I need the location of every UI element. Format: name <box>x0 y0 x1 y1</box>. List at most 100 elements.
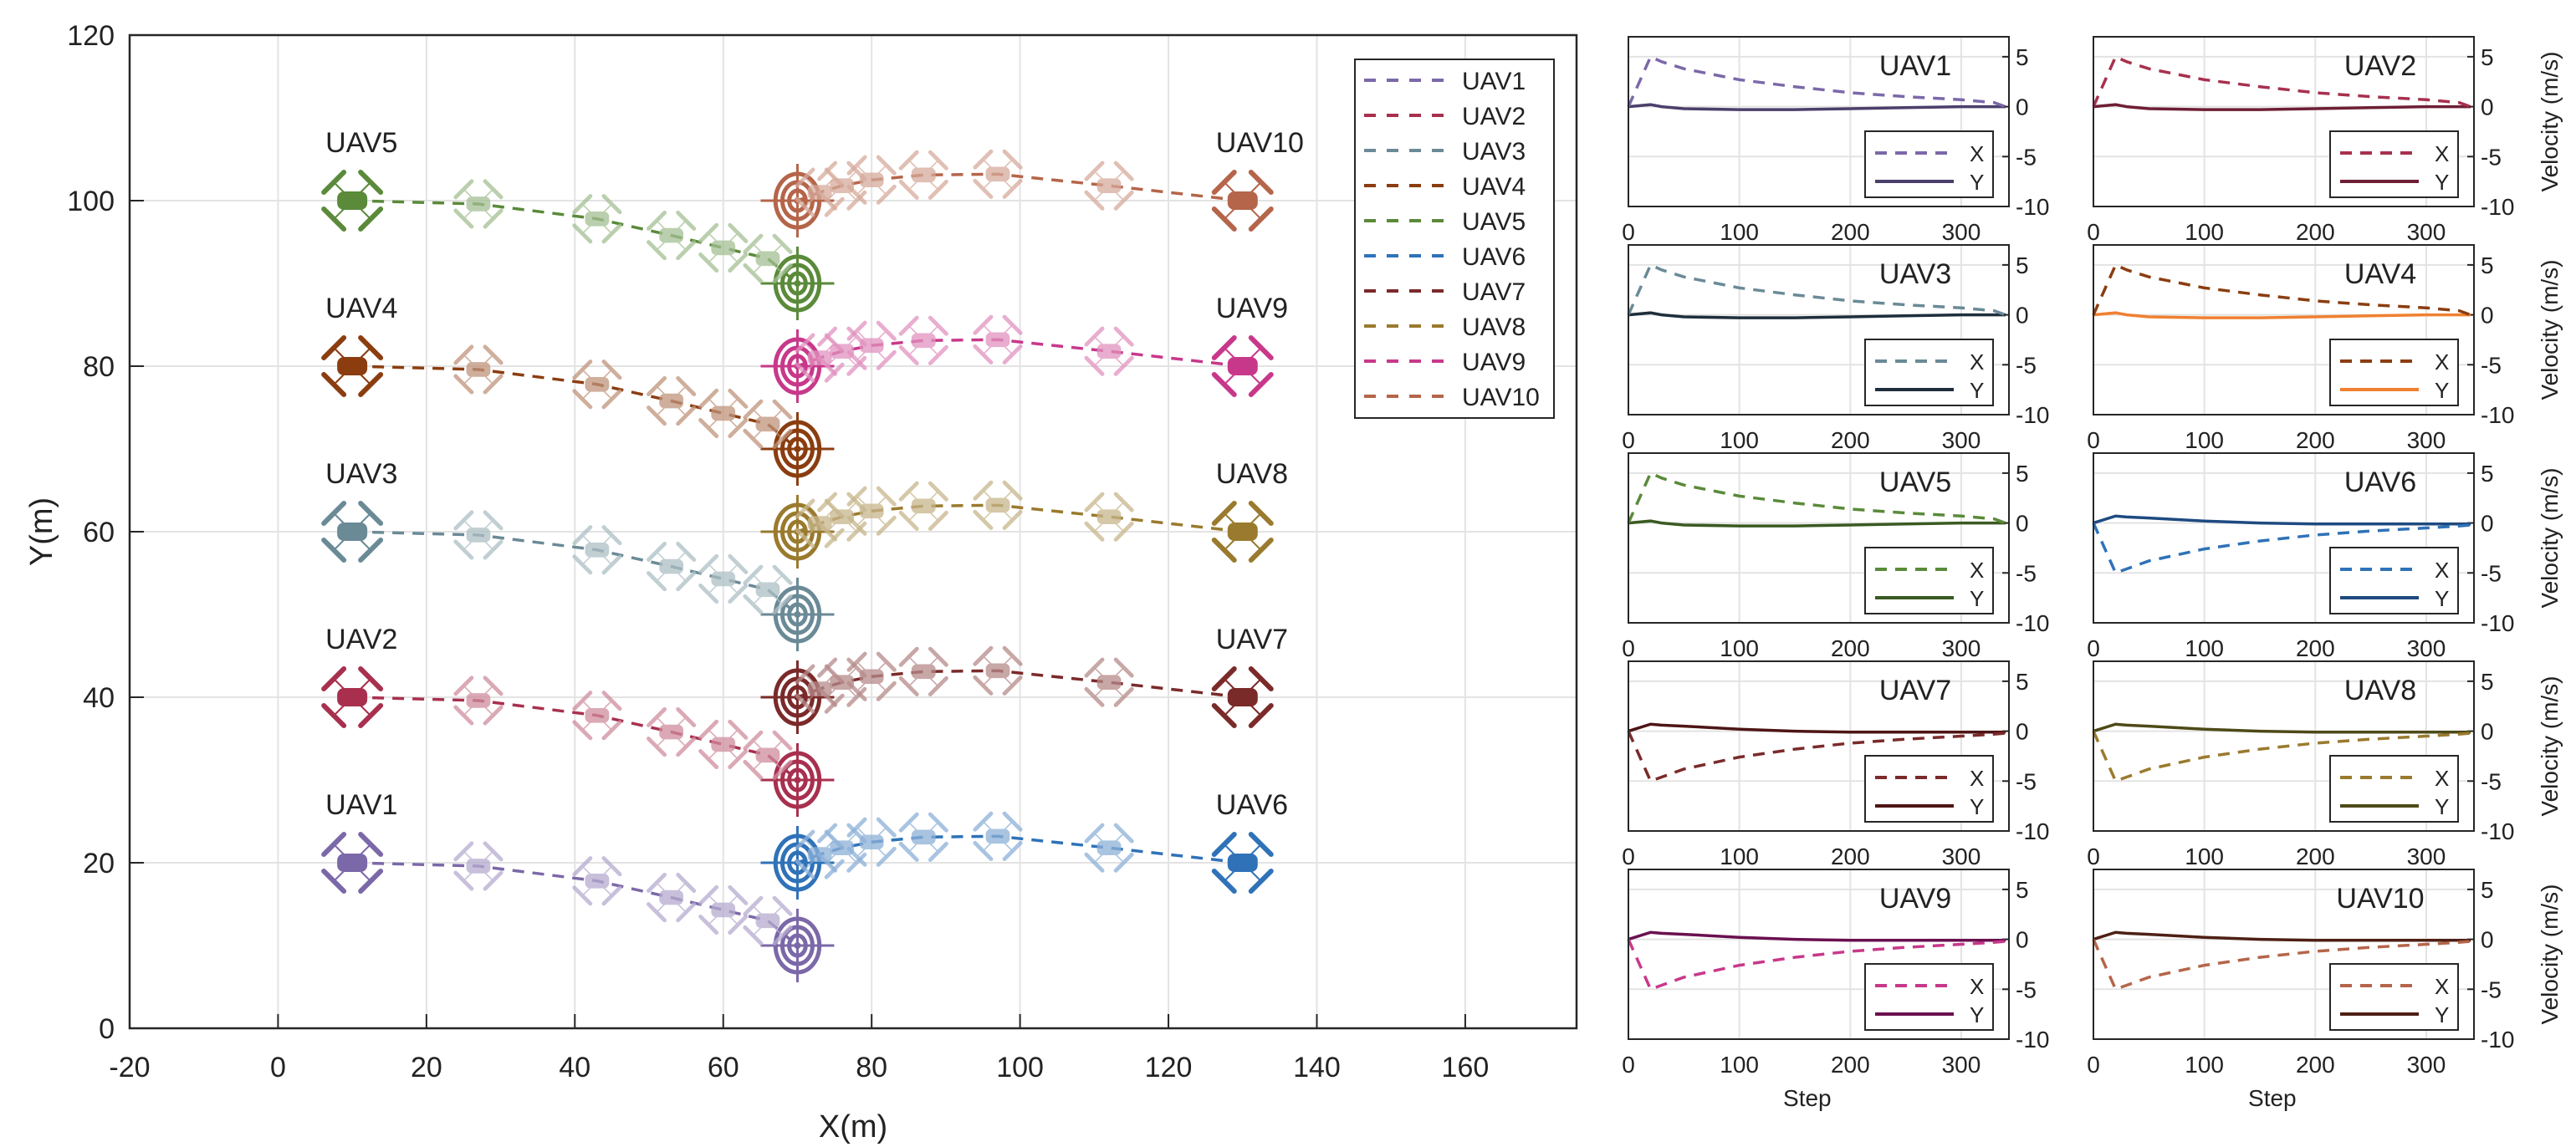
target-ring <box>773 171 822 230</box>
uav-trajectory-uav1: UAV1 <box>321 789 835 982</box>
subplot-title: UAV3 <box>1879 258 1951 290</box>
x-tick-label: 0 <box>2087 1052 2100 1078</box>
drone-rotor <box>1084 326 1105 347</box>
target-ring <box>779 428 815 470</box>
drone-body <box>911 333 936 349</box>
drone-rotor <box>601 856 622 877</box>
drone-rotor <box>1084 657 1105 678</box>
drone-rotor <box>973 149 994 170</box>
y-tick-label: -5 <box>2481 144 2502 170</box>
y-tick-label: -10 <box>2481 610 2514 636</box>
drone-icon <box>321 501 384 563</box>
drone-rotor <box>601 389 622 410</box>
y-tick-label: -5 <box>2016 768 2037 794</box>
velocity-y-line <box>1628 722 2006 734</box>
drone-rotor <box>572 554 593 575</box>
drone-rotor <box>728 252 749 273</box>
drone-rotor <box>772 564 793 585</box>
velocity-y-line <box>1628 930 2006 942</box>
drone-icon <box>698 553 749 604</box>
drone-icon <box>647 706 697 757</box>
drone-rotor <box>824 167 845 188</box>
y-tick-label: 40 <box>83 682 115 714</box>
drone-rotor <box>601 885 622 906</box>
drone-rotor <box>1002 675 1023 696</box>
y-tick-label: 5 <box>2016 877 2029 903</box>
drone-rotor <box>1002 314 1023 335</box>
drone-body <box>466 362 491 377</box>
drone-body <box>911 664 936 680</box>
drone-rotor <box>601 691 622 711</box>
drone-rotor <box>358 832 384 857</box>
x-tick-label: 200 <box>2296 844 2335 869</box>
drone-rotor <box>846 686 867 707</box>
subplot-frame <box>2093 869 2475 1040</box>
drone-rotor <box>898 344 919 365</box>
legend-label: UAV2 <box>1462 103 1526 130</box>
drone-icon <box>453 510 503 560</box>
legend-label: UAV3 <box>1462 138 1526 166</box>
y-tick-label: 0 <box>2481 94 2494 120</box>
target-center <box>794 446 801 452</box>
drone-rotor <box>698 388 719 409</box>
drone-rotor <box>928 315 948 336</box>
legend-label: UAV1 <box>1462 68 1526 95</box>
uav-trajectory-uav8: UAV8 <box>760 458 1288 568</box>
drone-rotor <box>743 759 764 780</box>
target-center <box>794 611 801 618</box>
drone-body <box>911 167 936 183</box>
drone-rotor <box>795 196 815 217</box>
drone-body <box>659 890 684 905</box>
drone-rotor <box>772 233 793 254</box>
drone-rotor <box>846 190 867 211</box>
drone-icon <box>321 335 384 397</box>
drone-rotor <box>728 418 749 439</box>
drone-icon <box>973 314 1023 364</box>
y-tick-label: 60 <box>83 517 115 548</box>
drone-icon <box>321 170 384 232</box>
drone-rotor <box>601 720 622 741</box>
legend-label-y: Y <box>1970 170 1984 195</box>
velocity-subplot-uav10: 0 100 200 300 5 0 -5 -10 UAV10 XY Velocity (m/s) St… <box>2087 869 2563 1111</box>
drone-rotor <box>698 418 719 439</box>
x-tick-label: 120 <box>1145 1052 1193 1083</box>
drone-rotor <box>898 675 919 696</box>
drone-rotor <box>728 915 749 935</box>
x-tick-label: 200 <box>2296 219 2335 245</box>
drone-rotor <box>358 538 384 563</box>
drone-rotor <box>647 375 667 396</box>
drone-body <box>466 196 491 212</box>
drone-rotor <box>321 170 347 195</box>
drone-rotor <box>647 706 667 727</box>
y-tick-label: 0 <box>2016 511 2029 537</box>
y-tick-label: -10 <box>2016 610 2049 636</box>
drone-body <box>659 724 684 740</box>
drone-rotor <box>1248 703 1274 728</box>
x-tick-label: 0 <box>2087 427 2100 453</box>
x-axis-label: Step <box>2248 1085 2297 1111</box>
y-tick-label: -10 <box>2481 1027 2514 1053</box>
drone-icon <box>846 651 897 701</box>
drone-rotor <box>876 846 897 867</box>
drone-icon <box>1084 161 1134 211</box>
drone-rotor <box>973 840 994 861</box>
drone-rotor <box>743 428 764 449</box>
x-tick-label: 0 <box>1622 1052 1635 1078</box>
drone-rotor <box>876 515 897 536</box>
drone-body <box>755 251 780 267</box>
velocity-subplot-uav5: 0 100 200 300 5 0 -5 -10 UAV5 XY <box>1622 452 2049 661</box>
drone-rotor <box>321 666 347 691</box>
drone-rotor <box>846 155 867 176</box>
drone-body <box>337 191 368 210</box>
drone-rotor <box>483 208 503 229</box>
drone-body <box>985 166 1010 182</box>
drone-rotor <box>824 196 845 217</box>
drone-body <box>711 405 736 421</box>
drone-body <box>755 582 780 598</box>
uav-trajectory-uav4: UAV4 <box>321 293 835 486</box>
legend-label-y: Y <box>1970 586 1984 611</box>
x-tick-label: 100 <box>1720 1052 1759 1078</box>
legend-label-x: X <box>1970 558 1984 583</box>
subplot-legend-box <box>1864 547 1994 614</box>
